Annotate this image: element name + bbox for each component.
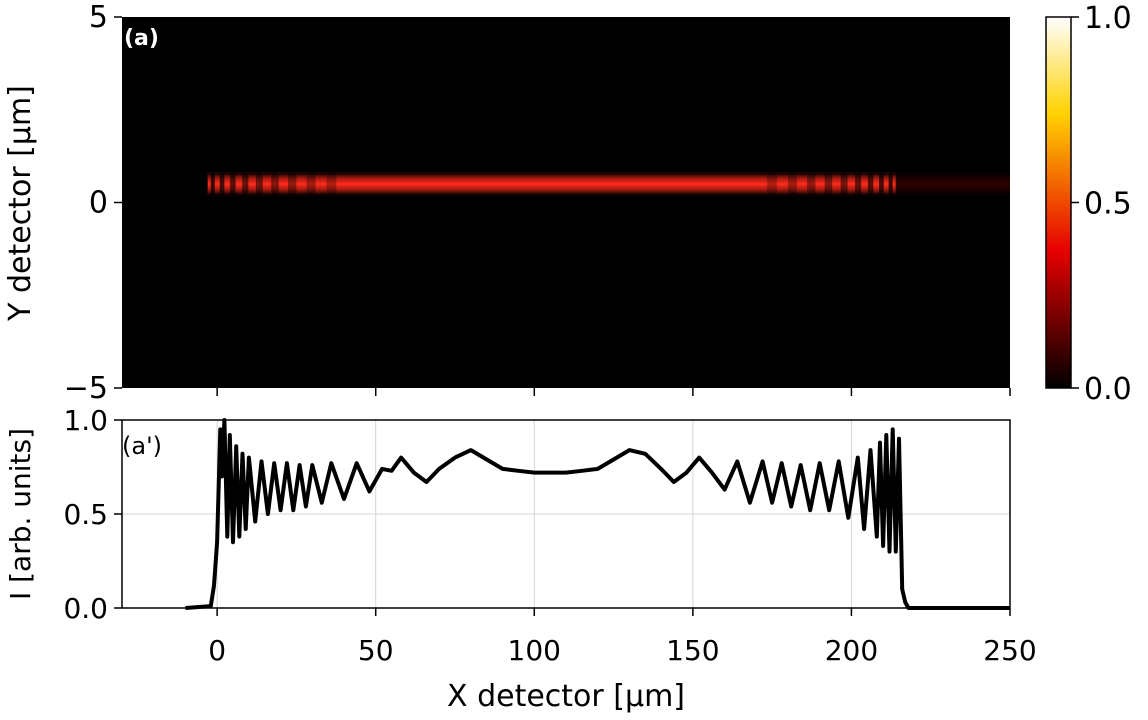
line-x-ticks: 0 50 100 150 200 250	[208, 608, 1037, 667]
line-panel: (a') 0.0 0.5 1.0 0 50 100 150 200 250 I [arb. u…	[4, 404, 1037, 714]
heatmap-background	[122, 17, 1010, 388]
colorbar-gradient	[1045, 16, 1072, 389]
panel-label-a-prime: (a')	[122, 432, 162, 460]
line-x-tick-label: 250	[983, 634, 1036, 667]
heatmap-y-tick-label: 5	[89, 0, 108, 35]
line-x-tick-label: 150	[666, 634, 719, 667]
line-y-axis-label: I [arb. units]	[4, 428, 37, 600]
heatmap-x-ticks	[216, 388, 1011, 396]
colorbar-tick-label: 0.0	[1084, 372, 1132, 407]
colorbar: 0.0 0.5 1.0	[1045, 1, 1132, 407]
line-x-tick-label: 200	[825, 634, 878, 667]
heatmap-y-tick-label: −5	[64, 371, 108, 406]
intensity-line	[185, 418, 1010, 610]
x-axis-label: X detector [µm]	[447, 679, 685, 714]
colorbar-ticks: 0.0 0.5 1.0	[1071, 1, 1132, 407]
line-y-tick-label: 0.0	[63, 592, 108, 625]
line-x-tick-label: 100	[508, 634, 561, 667]
heatmap-panel: (a) −5 0 5 Y detector [µm]	[3, 0, 1011, 406]
heatmap-y-tick-label: 0	[89, 186, 108, 221]
line-y-ticks: 0.0 0.5 1.0	[63, 404, 122, 625]
heatmap-y-ticks: −5 0 5	[64, 0, 122, 406]
colorbar-tick-label: 0.5	[1084, 187, 1132, 222]
line-x-tick-label: 0	[208, 634, 226, 667]
band-vertical-shading	[207, 172, 1011, 196]
panel-label-a: (a)	[124, 26, 159, 51]
line-y-tick-label: 0.5	[63, 498, 108, 531]
line-y-tick-label: 1.0	[63, 404, 108, 437]
colorbar-tick-label: 1.0	[1084, 1, 1132, 36]
line-x-tick-label: 50	[358, 634, 394, 667]
heatmap-y-axis-label: Y detector [µm]	[3, 85, 38, 322]
